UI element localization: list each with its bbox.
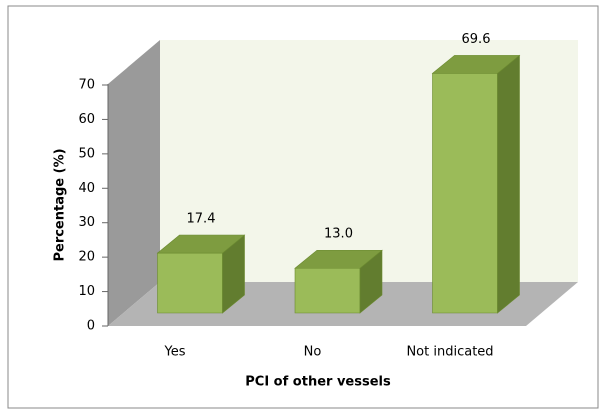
bar-top <box>156 234 246 254</box>
bar-front <box>294 267 361 314</box>
bar-top <box>431 55 521 74</box>
bar-front <box>157 252 223 314</box>
y-tick-label: 10 <box>78 284 95 299</box>
side-wall <box>108 40 160 326</box>
bar <box>156 234 246 314</box>
y-tick-label: 70 <box>78 78 95 93</box>
bar <box>431 54 521 314</box>
y-tick-label: 60 <box>78 112 95 127</box>
bar-front <box>432 73 498 314</box>
x-tick-label: Yes <box>164 345 186 360</box>
x-tick-label: No <box>304 345 322 360</box>
y-axis-label: Percentage (%) <box>53 148 68 261</box>
y-tick-label: 20 <box>78 250 95 265</box>
data-label: 17.4 <box>187 212 216 227</box>
y-tick-label: 30 <box>78 215 95 230</box>
bar-side <box>497 54 520 314</box>
x-tick-label: Not indicated <box>406 345 493 360</box>
y-tick-label: 50 <box>78 146 95 161</box>
x-axis-label: PCI of other vessels <box>245 375 391 390</box>
bar-top <box>294 249 383 269</box>
data-label: 69.6 <box>462 32 491 47</box>
y-tick-label: 0 <box>87 319 95 334</box>
data-label: 13.0 <box>324 227 353 242</box>
y-tick-label: 40 <box>78 181 95 196</box>
bar <box>294 249 383 314</box>
